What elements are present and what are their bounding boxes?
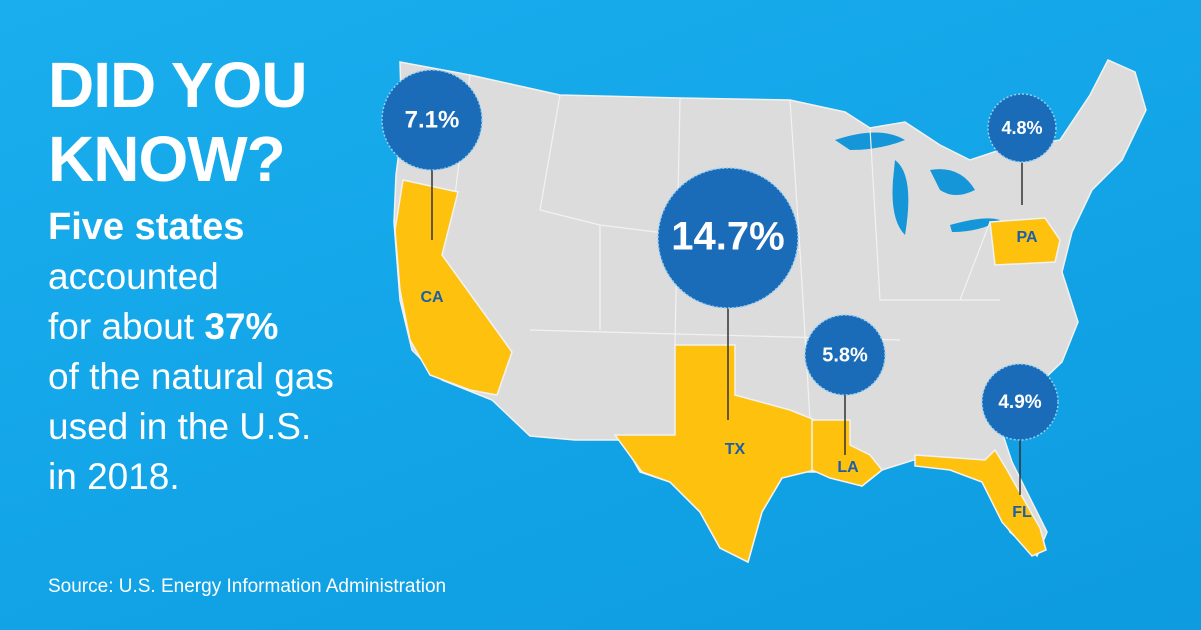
- body-text: accounted: [48, 256, 219, 297]
- state-label: CA: [420, 289, 444, 306]
- body-text: 37%: [204, 306, 279, 347]
- body-text: Five states: [48, 206, 245, 248]
- bubble: [657, 167, 799, 309]
- share-label: 14.7%: [671, 215, 784, 259]
- body-line: Five states: [48, 202, 334, 252]
- body-text: in 2018.: [48, 456, 180, 497]
- state: [394, 179, 513, 396]
- body-line: of the natural gas: [48, 352, 334, 402]
- body-text: used in the U.S.: [48, 406, 312, 447]
- body-line: accounted: [48, 252, 334, 302]
- state: [914, 448, 1047, 557]
- share-label: 5.8%: [822, 344, 868, 366]
- body-line: in 2018.: [48, 452, 334, 502]
- state: [613, 344, 816, 564]
- body-line: for about 37%: [48, 302, 334, 352]
- state: [811, 419, 884, 487]
- body-text: for about: [48, 306, 205, 347]
- body-text: of the natural gas: [48, 356, 334, 397]
- share-label: 4.9%: [998, 392, 1041, 413]
- share-label: 7.1%: [405, 106, 460, 133]
- bubble: [804, 314, 886, 396]
- state-label: PA: [1016, 229, 1037, 246]
- state: [989, 217, 1061, 266]
- state-label: LA: [837, 459, 859, 476]
- bubble: [981, 363, 1059, 441]
- body-line: used in the U.S.: [48, 402, 334, 452]
- share-label: 4.8%: [1001, 118, 1042, 138]
- state-label: TX: [725, 441, 746, 458]
- headline: DID YOU: [48, 49, 308, 121]
- state-label: FL: [1012, 504, 1032, 521]
- lake: [835, 132, 1000, 235]
- source: Source: U.S. Energy Information Administ…: [48, 576, 447, 597]
- bubble: [987, 93, 1057, 163]
- bubble: [381, 69, 483, 171]
- headline: KNOW?: [48, 123, 286, 195]
- text-block: DID YOU KNOW? Five states accounted for abou…: [48, 48, 334, 502]
